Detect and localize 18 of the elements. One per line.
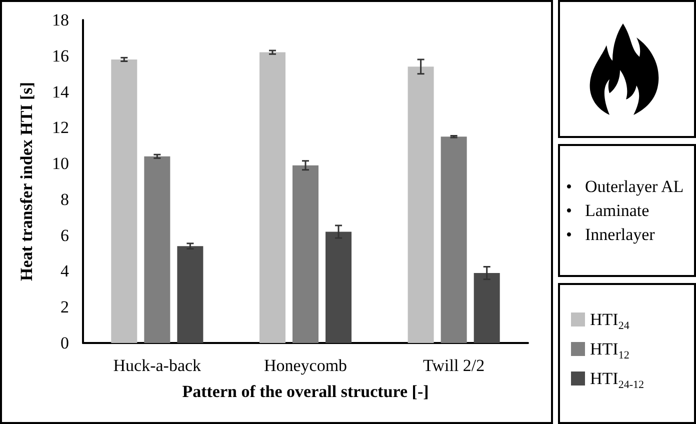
y-tick-label: 8 xyxy=(60,190,69,209)
y-tick-label: 10 xyxy=(52,154,69,174)
x-axis-title: Pattern of the overall structure [-] xyxy=(182,382,429,401)
x-tick-label: Twill 2/2 xyxy=(423,356,485,375)
y-tick-label: 14 xyxy=(52,82,70,102)
text: • Laminate xyxy=(566,200,650,222)
x-tick-label: Huck-a-back xyxy=(113,356,202,375)
y-tick-label: 0 xyxy=(60,334,69,352)
text: • Innerlayer xyxy=(566,224,655,246)
y-tick-label: 2 xyxy=(60,298,69,317)
y-tick-label: 18 xyxy=(52,10,69,30)
y-tick-label: 6 xyxy=(60,226,69,245)
y-tick-label: 16 xyxy=(52,46,69,66)
x-tick-label: Honeycomb xyxy=(264,356,348,375)
y-tick-label: 12 xyxy=(52,118,69,138)
y-axis-title: Heat transfer index HTI [s] xyxy=(17,82,36,281)
y-tick-label: 4 xyxy=(60,262,70,281)
text: • Outerlayer AL xyxy=(566,176,684,198)
